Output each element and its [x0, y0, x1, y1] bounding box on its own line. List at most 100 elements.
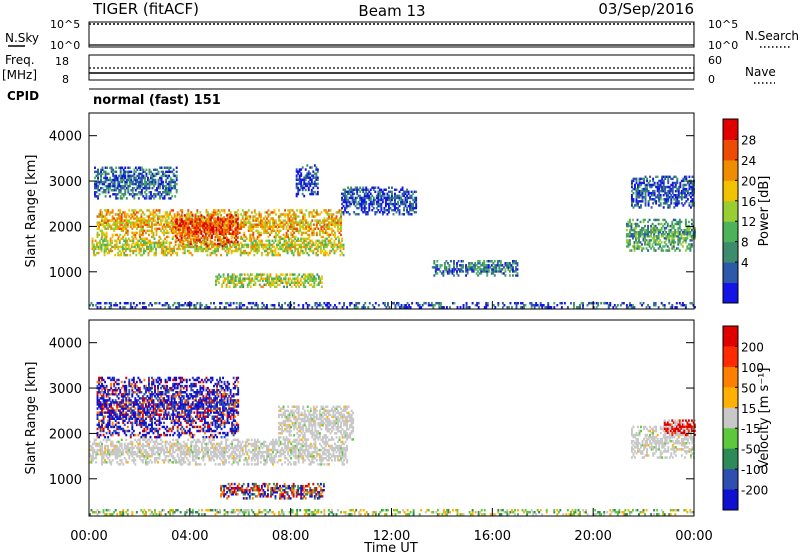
scatter-cell — [240, 219, 243, 222]
scatter-cell — [296, 279, 299, 282]
scatter-cell — [237, 277, 240, 280]
scatter-cell — [638, 179, 641, 183]
scatter-cell — [127, 243, 130, 247]
scatter-cell — [93, 243, 95, 247]
scatter-cell — [154, 180, 157, 184]
scatter-cell — [389, 190, 392, 194]
scatter-cell — [637, 193, 639, 197]
scatter-cell — [133, 243, 136, 247]
scatter-cell — [162, 239, 165, 243]
scatter-cell — [403, 306, 406, 309]
scatter-cell — [94, 195, 96, 198]
scatter-cell — [143, 213, 146, 216]
scatter-cell — [89, 461, 91, 464]
scatter-cell — [158, 217, 161, 220]
scatter-cell — [685, 189, 688, 193]
scatter-cell — [389, 196, 392, 200]
scatter-cell — [653, 224, 656, 228]
scatter-cell — [99, 306, 102, 309]
scatter-cell — [638, 245, 640, 248]
scatter-cell — [284, 273, 287, 276]
scatter-cell — [406, 211, 409, 214]
scatter-cell — [333, 249, 336, 253]
scatter-cell — [337, 221, 339, 224]
scatter-cell — [139, 253, 142, 257]
scatter-cell — [633, 241, 636, 244]
scatter-cell — [304, 277, 307, 280]
scatter-cell — [132, 223, 135, 226]
scatter-cell — [149, 243, 151, 247]
scatter-cell — [265, 211, 268, 214]
scatter-cell — [217, 238, 219, 242]
scatter-cell — [664, 189, 667, 193]
scatter-cell — [119, 306, 122, 309]
scatter-cell — [363, 198, 366, 202]
scatter-cell — [204, 234, 207, 238]
scatter-cell — [158, 235, 161, 239]
scatter-cell — [651, 230, 654, 234]
scatter-cell — [261, 227, 264, 230]
scatter-cell — [157, 170, 160, 174]
scatter-cell — [144, 231, 147, 235]
scatter-cell — [97, 189, 99, 192]
scatter-cell — [169, 213, 172, 216]
scatter-cell — [105, 213, 108, 216]
scatter-cell — [636, 224, 639, 228]
scatter-cell — [302, 225, 305, 228]
scatter-cell — [298, 243, 301, 247]
scatter-cell — [265, 229, 268, 233]
scatter-cell — [672, 224, 675, 228]
scatter-cell — [471, 270, 474, 273]
scatter-cell — [654, 304, 657, 307]
scatter-cell — [247, 243, 250, 247]
scatter-cell — [259, 241, 262, 245]
scatter-cell — [236, 240, 239, 244]
scatter-cell — [298, 273, 301, 276]
scatter-cell — [406, 301, 409, 305]
scatter-cell — [130, 182, 133, 186]
scatter-cell — [119, 184, 122, 188]
scatter-cell — [189, 238, 192, 242]
scatter-cell — [299, 227, 302, 230]
scatter-cell — [268, 213, 271, 216]
scatter-cell — [197, 228, 200, 231]
scatter-cell — [159, 195, 161, 198]
scatter-cell — [121, 197, 124, 200]
scatter-cell — [292, 243, 295, 247]
scatter-cell — [674, 175, 677, 179]
scatter-cell — [207, 216, 210, 219]
scatter-cell — [228, 209, 231, 212]
scatter-cell — [247, 227, 250, 230]
scatter-cell — [660, 301, 663, 305]
scatter-cell — [217, 213, 220, 216]
scatter-cell — [129, 213, 132, 216]
scatter-cell — [202, 215, 205, 218]
scatter-cell — [108, 213, 111, 216]
scatter-cell — [176, 232, 179, 235]
scatter-cell — [312, 186, 315, 190]
scatter-cell — [253, 239, 256, 243]
scatter-cell — [135, 227, 138, 230]
scatter-cell — [631, 245, 634, 248]
scatter-cell — [240, 225, 243, 228]
scatter-cell — [493, 268, 496, 271]
scatter-cell — [97, 195, 99, 198]
scatter-cell — [235, 306, 238, 309]
scatter-cell — [116, 197, 119, 200]
scatter-cell — [318, 229, 321, 233]
scatter-cell — [324, 225, 327, 228]
scatter-cell — [151, 231, 153, 235]
scatter-cell — [383, 188, 386, 191]
scatter-cell — [219, 221, 221, 224]
scatter-cell — [504, 270, 507, 273]
scatter-cell — [677, 228, 680, 232]
scatter-cell — [323, 227, 326, 230]
scatter-cell — [141, 233, 144, 237]
scatter-cell — [215, 253, 218, 257]
scatter-cell — [154, 215, 156, 218]
scatter-cell — [541, 306, 544, 309]
scatter-cell — [203, 242, 206, 246]
scatter-cell — [265, 239, 268, 243]
scatter-cell — [186, 226, 189, 229]
scatter-cell — [259, 223, 262, 226]
